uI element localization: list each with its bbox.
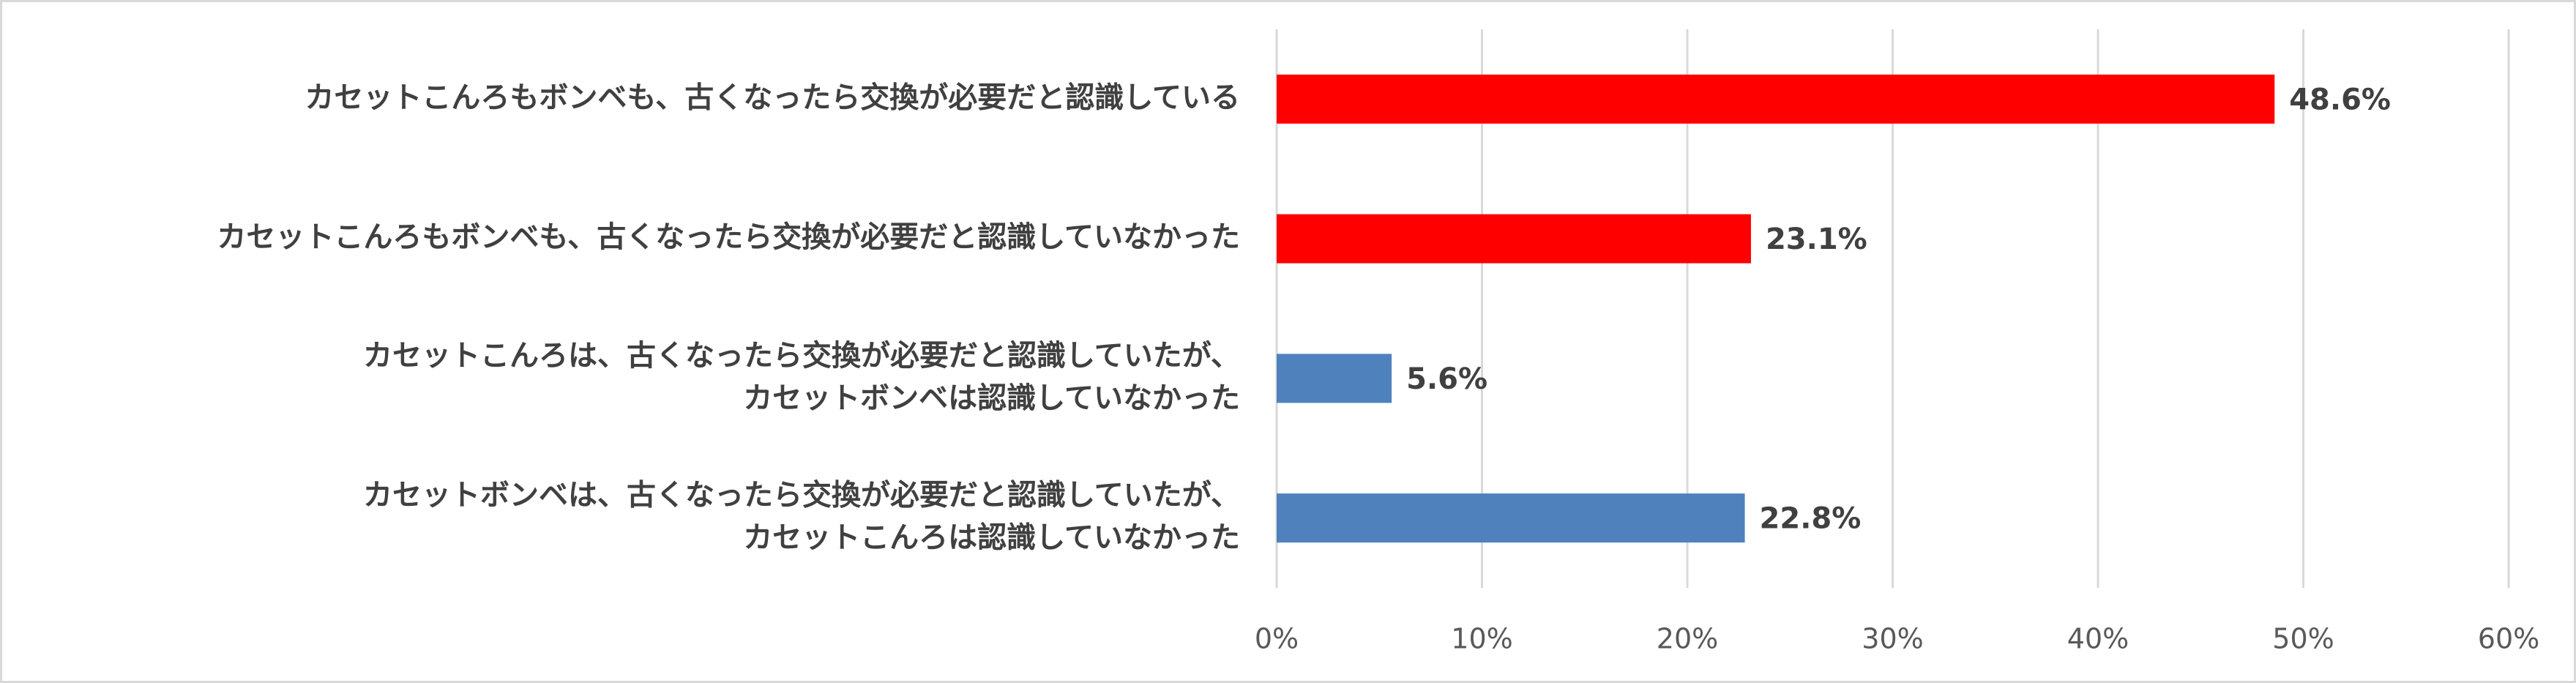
x-tick-label: 20% [1657,623,1718,655]
bar [1277,74,2275,124]
bar [1277,493,1745,543]
value-label: 23.1% [1766,223,1867,256]
x-tick-label: 60% [2478,623,2539,655]
category-label-line: カセットこんろもボンベも、古くなったら交換が必要だと認識していなかった [217,220,1240,254]
x-tick-label: 40% [2067,623,2129,655]
category-label-line: カセットボンベは、古くなったら交換が必要だと認識していたが、 [363,479,1240,512]
category-label-line: カセットこんろもボンベも、古くなったら交換が必要だと認識している [305,81,1240,114]
category-label-line: カセットこんろは認識していなかった [743,521,1240,555]
x-tick-label: 30% [1862,623,1923,655]
category-label-line: カセットこんろは、古くなったら交換が必要だと認識していたが、 [363,339,1240,373]
bar [1277,214,1751,264]
x-tick-label: 10% [1451,623,1512,655]
category-label: カセットこんろもボンベも、古くなったら交換が必要だと認識している [305,81,1240,114]
category-label: カセットボンベは、古くなったら交換が必要だと認識していたが、カセットこんろは認識… [363,479,1240,555]
value-label: 48.6% [2289,83,2391,116]
value-label: 5.6% [1406,362,1487,396]
category-label-line: カセットボンベは認識していなかった [743,381,1240,415]
value-label: 22.8% [1760,502,1862,536]
x-tick-label: 0% [1255,623,1299,655]
category-label: カセットこんろは、古くなったら交換が必要だと認識していたが、カセットボンベは認識… [363,339,1240,415]
category-label: カセットこんろもボンベも、古くなったら交換が必要だと認識していなかった [217,220,1240,254]
x-tick-label: 50% [2272,623,2334,655]
bar [1277,354,1392,403]
